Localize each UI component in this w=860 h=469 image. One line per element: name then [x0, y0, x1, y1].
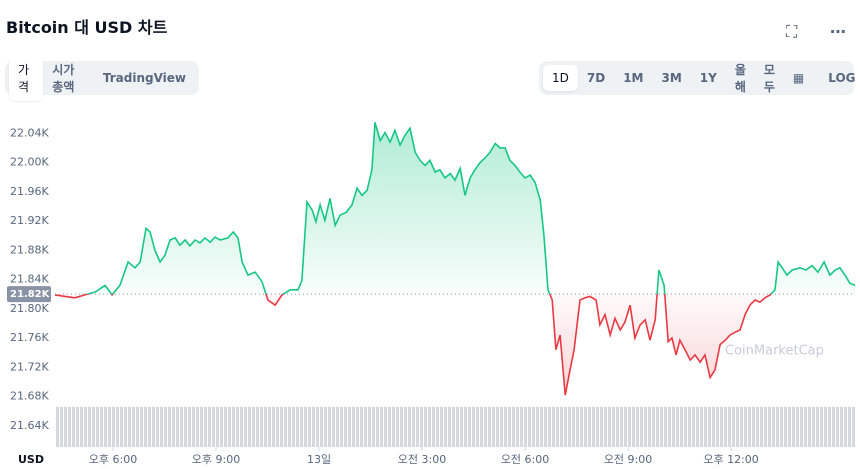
- y-tick-label: 22.04K: [10, 126, 49, 139]
- x-tick-label: 오전 6:00: [501, 453, 549, 466]
- range-button[interactable]: 3M: [661, 71, 682, 85]
- range-button[interactable]: 모두: [763, 63, 775, 94]
- log-button[interactable]: LOG: [828, 71, 856, 85]
- range-button[interactable]: 1D: [543, 65, 578, 91]
- range-button[interactable]: 1Y: [699, 71, 717, 85]
- reference-label-box: [7, 286, 51, 303]
- x-tick-label: 오전 9:00: [604, 453, 652, 466]
- range-button[interactable]: 1M: [623, 71, 644, 85]
- y-tick-label: 21.64K: [10, 419, 49, 432]
- y-tick-label: 21.96K: [10, 185, 49, 198]
- y-tick-label: 21.84K: [10, 273, 49, 286]
- area: [55, 122, 855, 396]
- tab-group: 가격 시가총액 TradingView: [5, 55, 199, 101]
- x-tick-label: 오전 3:00: [398, 453, 446, 466]
- y-tick-label: 22.00K: [10, 156, 49, 169]
- y-tick-label: 21.72K: [10, 360, 49, 373]
- volume-bars: [55, 407, 855, 447]
- y-tick-label: 21.76K: [10, 331, 49, 344]
- range-button[interactable]: 올해: [734, 63, 746, 94]
- y-tick-label: 21.80K: [10, 302, 49, 315]
- watermark: CoinMarketCap: [725, 344, 824, 359]
- x-tick-label: 13일: [307, 452, 331, 466]
- y-tick-label: 21.88K: [10, 243, 49, 256]
- y-tick-label: 21.92K: [10, 214, 49, 227]
- more-button[interactable]: ⋯: [830, 22, 846, 41]
- range-group: 1D 7D 1M 3M 1Y 올해 모두 ▦ LOG: [539, 61, 856, 95]
- range-button[interactable]: 7D: [586, 71, 606, 85]
- tab[interactable]: 시가총액: [52, 63, 75, 94]
- tab[interactable]: TradingView: [102, 71, 186, 85]
- tab[interactable]: 가격: [9, 55, 44, 101]
- x-tick-label: 오후 9:00: [192, 453, 240, 466]
- x-tick-label: 오후 12:00: [703, 453, 758, 466]
- calendar-button[interactable]: ▦: [792, 71, 805, 85]
- price-line: [54, 122, 856, 396]
- reference-label: 21.82K: [10, 289, 51, 300]
- x-tick-label: 오후 6:00: [89, 453, 137, 466]
- chart-title: Bitcoin 대 USD 차트: [6, 18, 168, 37]
- y-tick-label: 21.68K: [10, 390, 49, 403]
- currency-label: USD: [18, 453, 44, 466]
- fullscreen-button[interactable]: ⛶: [786, 22, 798, 41]
